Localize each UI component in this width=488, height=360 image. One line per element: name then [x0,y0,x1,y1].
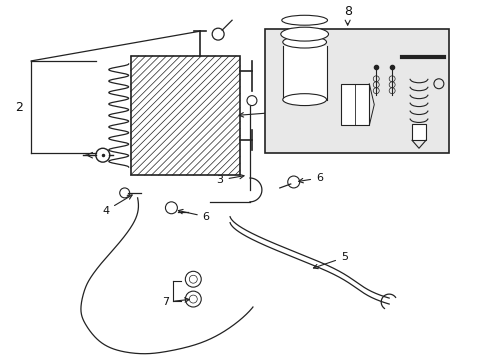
Bar [264,29,448,153]
Bar [282,46,326,100]
Ellipse shape [282,94,326,105]
Text: 6: 6 [298,173,323,183]
Bar [341,84,368,125]
Text: 2: 2 [15,100,23,113]
Text: 8: 8 [343,5,351,25]
Text: 1: 1 [239,107,291,117]
Ellipse shape [280,27,328,41]
Text: 3: 3 [216,174,244,185]
Bar [130,56,240,175]
Bar [130,56,240,175]
Text: 6: 6 [178,210,209,222]
Text: 4: 4 [102,195,132,216]
Text: 5: 5 [313,252,347,269]
Ellipse shape [282,36,326,48]
Text: 7: 7 [162,297,189,307]
Bar [411,125,425,140]
